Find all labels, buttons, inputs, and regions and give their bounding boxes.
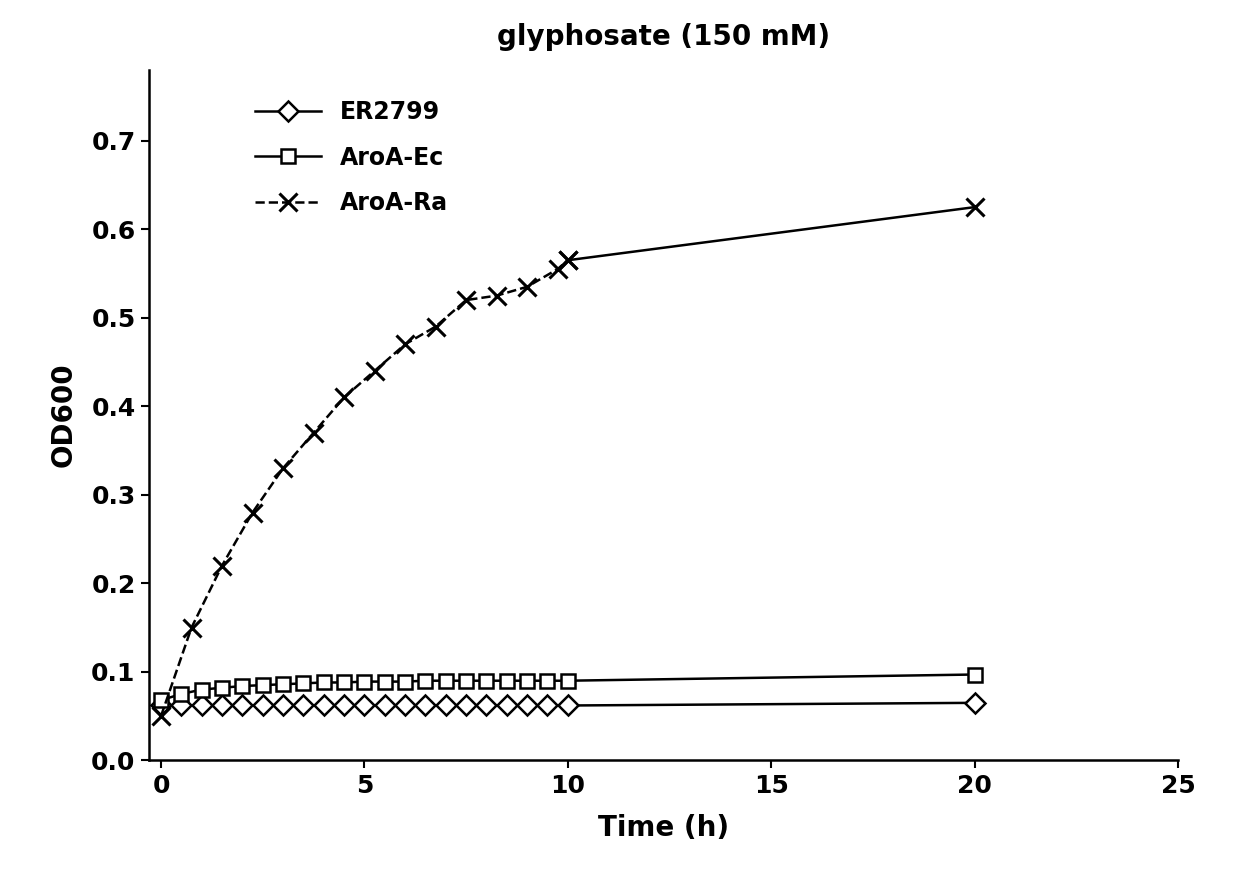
Line: AroA-Ra: AroA-Ra: [153, 251, 577, 725]
ER2799: [174, 700, 188, 711]
AroA-Ec: [275, 679, 290, 690]
AroA-Ec: [174, 689, 188, 699]
Legend: ER2799, AroA-Ec, AroA-Ra: ER2799, AroA-Ec, AroA-Ra: [243, 88, 460, 226]
AroA-Ec: [418, 676, 433, 686]
AroA-Ec: [336, 677, 351, 688]
ER2799: [520, 700, 534, 711]
Title: glyphosate (150 mM): glyphosate (150 mM): [497, 23, 830, 51]
AroA-Ec: [357, 676, 372, 687]
AroA-Ra: [215, 560, 229, 571]
AroA-Ec: [438, 676, 453, 686]
Line: ER2799: ER2799: [154, 696, 982, 712]
AroA-Ec: [215, 683, 229, 693]
AroA-Ec: [398, 676, 413, 687]
AroA-Ec: [377, 676, 392, 687]
ER2799: [275, 700, 290, 711]
ER2799: [234, 700, 249, 711]
AroA-Ec: [459, 676, 474, 686]
ER2799: [154, 700, 169, 711]
ER2799: [296, 700, 311, 711]
AroA-Ra: [520, 281, 534, 292]
ER2799: [316, 700, 331, 711]
AroA-Ec: [479, 676, 494, 686]
AroA-Ec: [541, 676, 556, 686]
AroA-Ra: [398, 339, 413, 350]
AroA-Ra: [489, 290, 503, 301]
AroA-Ec: [195, 684, 210, 695]
AroA-Ec: [500, 676, 515, 686]
AroA-Ra: [459, 295, 474, 305]
AroA-Ra: [184, 622, 198, 633]
AroA-Ec: [967, 669, 982, 680]
Line: AroA-Ec: AroA-Ec: [154, 668, 982, 707]
ER2799: [377, 700, 392, 711]
ER2799: [541, 700, 556, 711]
ER2799: [336, 700, 351, 711]
ER2799: [418, 700, 433, 711]
ER2799: [357, 700, 372, 711]
AroA-Ec: [296, 678, 311, 689]
ER2799: [195, 700, 210, 711]
ER2799: [500, 700, 515, 711]
AroA-Ec: [154, 695, 169, 705]
AroA-Ec: [520, 676, 534, 686]
AroA-Ra: [306, 427, 321, 438]
AroA-Ec: [234, 681, 249, 691]
ER2799: [438, 700, 453, 711]
ER2799: [398, 700, 413, 711]
ER2799: [560, 700, 575, 711]
AroA-Ec: [560, 676, 575, 686]
AroA-Ra: [551, 264, 565, 274]
ER2799: [459, 700, 474, 711]
ER2799: [215, 700, 229, 711]
AroA-Ra: [336, 392, 351, 403]
AroA-Ra: [154, 711, 169, 721]
AroA-Ra: [275, 463, 290, 474]
ER2799: [967, 697, 982, 708]
AroA-Ra: [367, 365, 382, 376]
AroA-Ra: [428, 322, 443, 332]
ER2799: [479, 700, 494, 711]
AroA-Ec: [316, 677, 331, 688]
X-axis label: Time (h): Time (h): [598, 815, 729, 843]
Y-axis label: OD600: OD600: [50, 363, 77, 468]
AroA-Ra: [246, 507, 260, 517]
AroA-Ec: [255, 680, 270, 690]
AroA-Ra: [560, 255, 575, 266]
ER2799: [255, 700, 270, 711]
